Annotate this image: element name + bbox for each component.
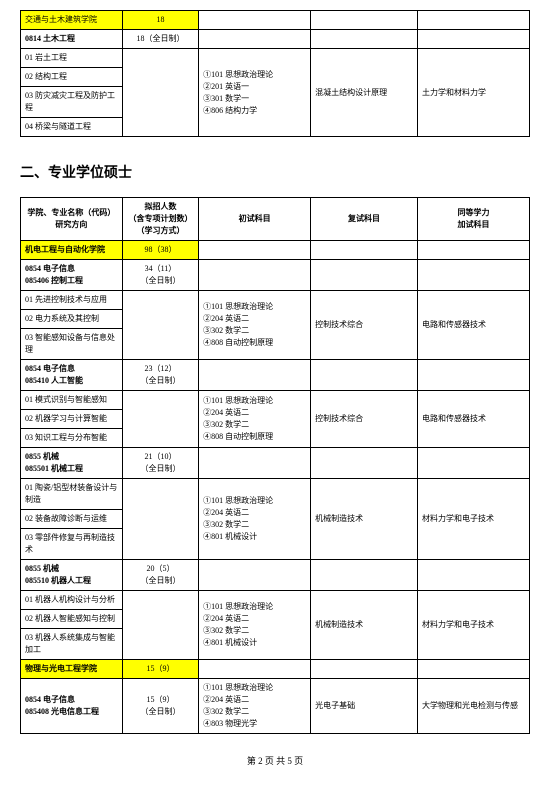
cell — [311, 660, 418, 679]
cell: ①101 思想政治理论②204 英语二③302 数学二④801 机械设计 — [199, 479, 311, 560]
cell: 学院、专业名称（代码）研究方向 — [21, 198, 123, 241]
cell: 机电工程与自动化学院 — [21, 241, 123, 260]
cell: 04 桥梁与隧道工程 — [21, 118, 123, 137]
cell: 材料力学和电子技术 — [417, 479, 529, 560]
cell: 03 零部件修复与再制造技术 — [21, 529, 123, 560]
cell: 01 先进控制技术与应用 — [21, 291, 123, 310]
cell — [199, 360, 311, 391]
cell: 02 结构工程 — [21, 68, 123, 87]
cell: 23（12）（全日制） — [122, 360, 198, 391]
cell: 03 智能感知设备与信息处理 — [21, 329, 123, 360]
cell: 01 岩土工程 — [21, 49, 123, 68]
cell: 0854 电子信息085408 光电信息工程 — [21, 679, 123, 734]
cell — [417, 660, 529, 679]
cell: ①101 思想政治理论②204 英语二③302 数学二④803 物理光学 — [199, 679, 311, 734]
cell: 拟招人数（含专项计划数）（学习方式） — [122, 198, 198, 241]
cell: 18 — [122, 11, 198, 30]
cell: 电路和传感器技术 — [417, 391, 529, 448]
cell: 交通与土木建筑学院 — [21, 11, 123, 30]
cell: 机械制造技术 — [311, 591, 418, 660]
cell — [199, 448, 311, 479]
cell — [122, 591, 198, 660]
cell — [199, 30, 311, 49]
cell — [122, 391, 198, 448]
cell: 土力学和材料力学 — [417, 49, 529, 137]
cell: ①101 思想政治理论②201 英语一③301 数学一④806 结构力学 — [199, 49, 311, 137]
cell — [199, 660, 311, 679]
cell — [311, 260, 418, 291]
cell: 大学物理和光电检测与传感 — [417, 679, 529, 734]
page-footer: 第 2 页 共 5 页 — [20, 754, 530, 767]
cell: ①101 思想政治理论②204 英语二③302 数学二④801 机械设计 — [199, 591, 311, 660]
cell — [417, 260, 529, 291]
cell: 15（9）（全日制） — [122, 679, 198, 734]
cell — [417, 560, 529, 591]
cell — [311, 11, 418, 30]
cell: 初试科目 — [199, 198, 311, 241]
cell: 材料力学和电子技术 — [417, 591, 529, 660]
cell: 01 机器人机构设计与分析 — [21, 591, 123, 610]
cell — [311, 560, 418, 591]
table-main: 学院、专业名称（代码）研究方向拟招人数（含专项计划数）（学习方式）初试科目复试科… — [20, 197, 530, 734]
cell: 控制技术综合 — [311, 391, 418, 448]
cell: 电路和传感器技术 — [417, 291, 529, 360]
cell: 21（10）（全日制） — [122, 448, 198, 479]
cell: 混凝土结构设计原理 — [311, 49, 418, 137]
cell: 03 知识工程与分布智能 — [21, 429, 123, 448]
cell: 0814 土木工程 — [21, 30, 123, 49]
cell — [311, 360, 418, 391]
cell — [199, 241, 311, 260]
cell: 03 防灾减灾工程及防护工程 — [21, 87, 123, 118]
cell: 01 模式识别与智能感知 — [21, 391, 123, 410]
cell: ①101 思想政治理论②204 英语二③302 数学二④808 自动控制原理 — [199, 291, 311, 360]
cell: 复试科目 — [311, 198, 418, 241]
cell — [199, 11, 311, 30]
cell: 0855 机械085501 机械工程 — [21, 448, 123, 479]
cell: 控制技术综合 — [311, 291, 418, 360]
cell: 光电子基础 — [311, 679, 418, 734]
cell — [199, 560, 311, 591]
cell: 20（5）（全日制） — [122, 560, 198, 591]
cell: 34（11）（全日制） — [122, 260, 198, 291]
cell: 15（9） — [122, 660, 198, 679]
cell — [311, 241, 418, 260]
cell — [417, 448, 529, 479]
cell: 02 装备故障诊断与运维 — [21, 510, 123, 529]
cell: 02 机器人智能感知与控制 — [21, 610, 123, 629]
cell — [417, 30, 529, 49]
section-title: 二、专业学位硕士 — [20, 162, 530, 182]
cell: 物理与光电工程学院 — [21, 660, 123, 679]
cell — [122, 49, 198, 137]
cell — [417, 241, 529, 260]
cell — [122, 479, 198, 560]
cell: 01 陶瓷/铝型材装备设计与制造 — [21, 479, 123, 510]
cell — [311, 448, 418, 479]
cell: 03 机器人系统集成与智能加工 — [21, 629, 123, 660]
table-top: 交通与土木建筑学院180814 土木工程18（全日制）01 岩土工程 ①101 思… — [20, 10, 530, 137]
cell: 机械制造技术 — [311, 479, 418, 560]
cell: 18（全日制） — [122, 30, 198, 49]
cell — [199, 260, 311, 291]
cell: 0855 机械085510 机器人工程 — [21, 560, 123, 591]
cell — [417, 360, 529, 391]
cell: 02 电力系统及其控制 — [21, 310, 123, 329]
cell — [311, 30, 418, 49]
cell: 02 机器学习与计算智能 — [21, 410, 123, 429]
cell: ①101 思想政治理论②204 英语二③302 数学二④808 自动控制原理 — [199, 391, 311, 448]
cell — [122, 291, 198, 360]
cell: 0854 电子信息085410 人工智能 — [21, 360, 123, 391]
cell: 0854 电子信息085406 控制工程 — [21, 260, 123, 291]
cell: 98（38） — [122, 241, 198, 260]
cell: 同等学力加试科目 — [417, 198, 529, 241]
cell — [417, 11, 529, 30]
